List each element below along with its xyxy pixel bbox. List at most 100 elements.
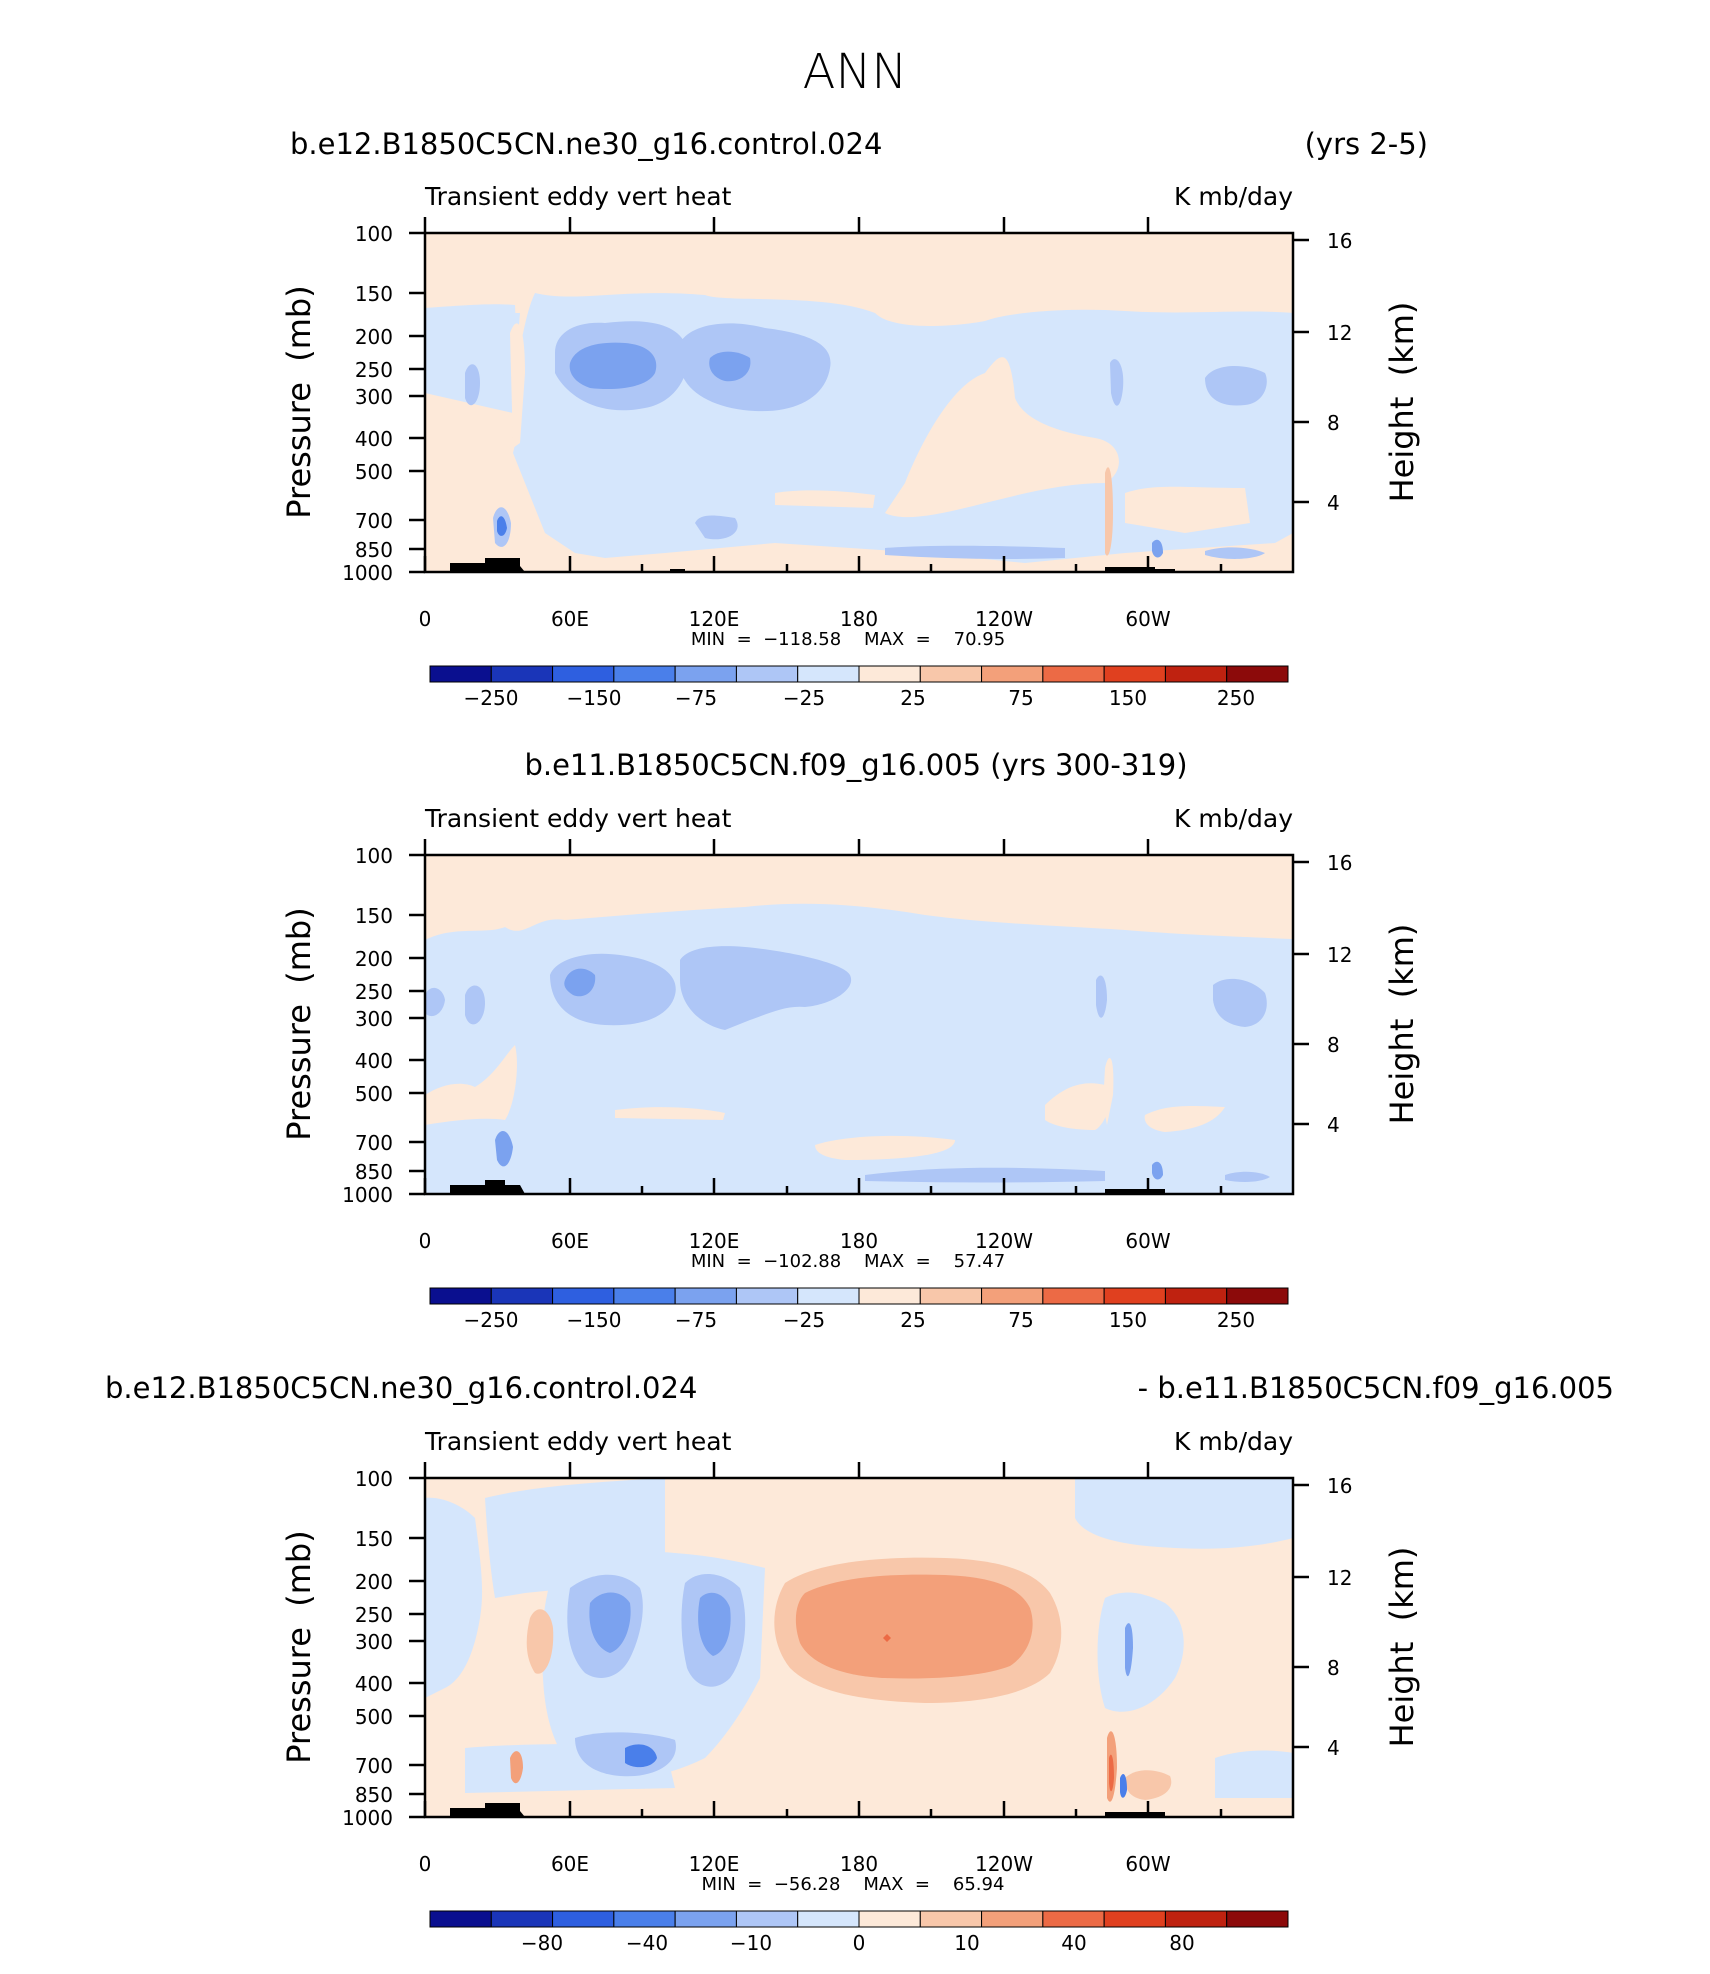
panel-2-pressure-850: 850 [355,1160,393,1184]
panel-3-pressure-700: 700 [355,1754,393,1778]
panel-1-pressure-150: 150 [355,282,393,306]
panel-2-y-axis-right-title: Height (km) [1383,924,1421,1125]
panel-2-min-max: MIN = −102.88 MAX = 57.47 [691,1251,1005,1272]
panel-1-lon-120e: 120E [689,607,740,631]
panel-3-lon-120e: 120E [689,1852,740,1876]
panel-2-units-label: K mb/day [1174,804,1293,833]
panel-3-height-labels: 16 12 8 4 [1327,1474,1352,1760]
panel-2-positive-lower-west [425,1045,517,1125]
colorbar-swatch-3 [552,1287,615,1305]
panel-2-lon-60w: 60W [1125,1229,1170,1253]
panel-3-cb-label-2: −40 [626,1931,668,1955]
panel-1-height-16: 16 [1327,229,1352,253]
panel-1-positive-spike [1105,467,1113,556]
panel-2-pressure-1000: 1000 [342,1183,393,1207]
panel-1-negative-blob-h [1205,547,1265,559]
panel-1-pressure-500: 500 [355,460,393,484]
panel-2-negative-blob-f [425,987,445,1017]
colorbar-swatch-13 [1164,665,1228,683]
colorbar-swatch-5 [674,1287,737,1305]
colorbar-swatch-9 [919,1910,983,1928]
colorbar-swatch-1 [429,1910,492,1928]
panel-1-title-left: b.e12.B1850C5CN.ne30_g16.control.024 [290,127,882,161]
panel-1-y-axis-right-title: Height (km) [1383,302,1421,503]
colorbar-swatch-11 [1042,1287,1105,1305]
colorbar-swatch-6 [735,1910,799,1928]
colorbar-swatch-4 [613,1910,676,1928]
panel-1-units-label: K mb/day [1174,182,1293,211]
panel-2-x-ticks [423,839,1223,1194]
panel-3-positive-center-core [795,1574,1033,1679]
colorbar-swatch-11 [1042,1910,1105,1928]
panel-1-negative-core-a [569,342,657,390]
colorbar-swatch-4 [613,1287,676,1305]
panel-2-lon-180: 180 [840,1229,878,1253]
panel-3-cb-label-7: 80 [1169,1931,1194,1955]
panel-2-pressure-250: 250 [355,980,393,1004]
colorbar-swatch-6 [735,1287,799,1305]
panel-2-longitude-labels: 0 60E 120E 180 120W 60W [419,1229,1171,1253]
panel-3-height-16: 16 [1327,1474,1352,1498]
panel-1-lon-60e: 60E [551,607,589,631]
panel-1-lon-60w: 60W [1125,607,1170,631]
panel-1-pressure-250: 250 [355,358,393,382]
panel-1-height-8: 8 [1327,411,1340,435]
panel-1-colorbar-labels: −250 −150 −75 −25 25 75 150 250 [464,686,1256,710]
panel-2-pressure-labels: 100 150 200 250 300 400 500 700 850 1000 [342,844,393,1207]
panel-3-terrain [450,1803,1165,1817]
colorbar-swatch-1 [429,1287,492,1305]
panel-2-cb-label-5: 25 [900,1308,925,1332]
panel-1-cb-label-7: 150 [1109,686,1147,710]
panel-2-y-ticks [409,853,1309,1196]
panel-3-pressure-labels: 100 150 200 250 300 400 500 700 850 1000 [342,1467,393,1830]
panel-1-positive-atlantic [1125,486,1250,533]
panel-2-variable-label: Transient eddy vert heat [424,804,732,833]
colorbar-swatch-9 [919,1287,983,1305]
colorbar-swatch-6 [735,665,799,683]
panel-1-title-right: (yrs 2-5) [1305,127,1428,161]
colorbar-swatch-7 [797,665,860,683]
panel-2-pressure-400: 400 [355,1049,393,1073]
panel-1-tropospheric-negative-2 [425,313,520,383]
panel-2-lon-120e: 120E [689,1229,740,1253]
panel-2-positive-atlantic [1144,1105,1225,1132]
panel-3-negative-top-right [1075,1478,1293,1549]
colorbar-swatch-10 [981,1287,1044,1305]
panel-1-cb-label-3: −75 [675,686,717,710]
panel-3-title-left: b.e12.B1850C5CN.ne30_g16.control.024 [105,1371,697,1405]
panel-3-pressure-500: 500 [355,1705,393,1729]
panel-1-height-4: 4 [1327,491,1340,515]
panel-3-positive-lower-west [510,1751,523,1784]
panel-3-height-8: 8 [1327,1656,1340,1680]
panel-2-negative-blob-h [1225,1171,1270,1182]
panel-3-lon-120w: 120W [975,1852,1033,1876]
panel-3-plot-area [425,1478,1293,1817]
panel-1-positive-sliver-b [775,490,875,508]
panel-1-y-ticks [409,231,1309,574]
colorbar-swatch-10 [981,1910,1044,1928]
panel-3-cb-label-1: −80 [521,1931,563,1955]
panel-2-height-16: 16 [1327,851,1352,875]
panel-1-negative-blob-d [1205,366,1267,406]
panel-1-cb-label-4: −25 [783,686,825,710]
panel-2-pressure-100: 100 [355,844,393,868]
panel-2-pressure-700: 700 [355,1131,393,1155]
colorbar-swatch-14 [1226,1287,1289,1305]
panel-1-plot-area [425,233,1293,572]
panel-2-negative-blob-e [1096,975,1107,1018]
panel-3-pressure-400: 400 [355,1672,393,1696]
panel-1-lon-0: 0 [419,607,432,631]
panel-1-variable-label: Transient eddy vert heat [424,182,732,211]
panel-2-positive-east-pacific [1045,1083,1110,1130]
panel-2-negative-core-c [1152,1161,1163,1180]
panel-3-x-ticks [423,1462,1223,1817]
colorbar-swatch-1 [429,665,492,683]
panel-2-positive-sliver-a [615,1107,725,1120]
panel-1-negative-blob-b [680,323,831,412]
panel-2-cb-label-8: 250 [1217,1308,1255,1332]
panel-2-negative-core-b [495,1130,513,1167]
panel-3-positive-west-a [526,1609,554,1674]
colorbar-swatch-8 [858,1287,921,1305]
panel-3-lon-0: 0 [419,1852,432,1876]
